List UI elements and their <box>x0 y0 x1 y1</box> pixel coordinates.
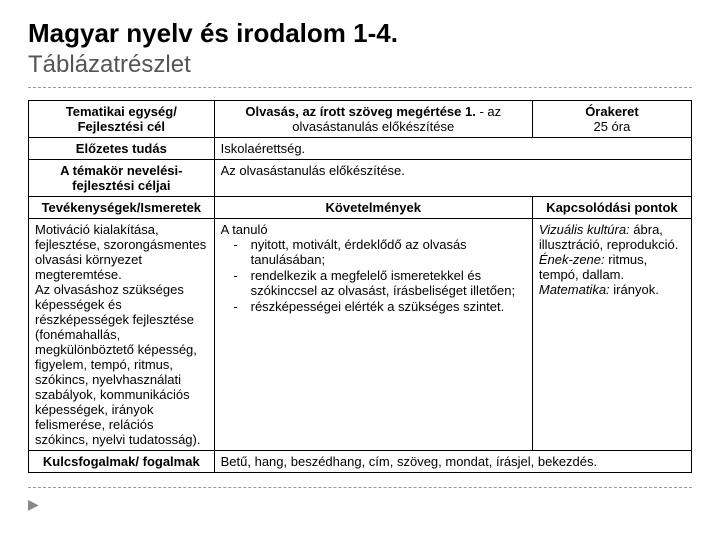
table-row: Tematikai egység/ Fejlesztési cél Olvasá… <box>29 101 692 138</box>
table-row: Előzetes tudás Iskolaérettség. <box>29 138 692 160</box>
page-title: Magyar nyelv és irodalom 1-4. <box>28 18 692 49</box>
goals-label: A témakör nevelési-fejlesztési céljai <box>29 160 215 197</box>
prior-knowledge-label: Előzetes tudás <box>29 138 215 160</box>
bottom-divider <box>28 487 692 488</box>
activities-cell: Motiváció kialakítása, fejlesztése, szor… <box>29 219 215 451</box>
top-divider <box>28 87 692 88</box>
keywords-label: Kulcsfogalmak/ fogalmak <box>29 451 215 473</box>
table-row: Motiváció kialakítása, fejlesztése, szor… <box>29 219 692 451</box>
table-row: A témakör nevelési-fejlesztési céljai Az… <box>29 160 692 197</box>
thematic-unit-value: Olvasás, az írott szöveg megértése 1. - … <box>214 101 532 138</box>
table-row: Tevékenységek/Ismeretek Követelmények Ka… <box>29 197 692 219</box>
arrow-icon: ▶ <box>28 496 692 513</box>
requirements-cell: A tanuló-nyitott, motivált, érdeklődő az… <box>214 219 532 451</box>
activities-header: Tevékenységek/Ismeretek <box>29 197 215 219</box>
prior-knowledge-value: Iskolaérettség. <box>214 138 691 160</box>
table-row: Kulcsfogalmak/ fogalmak Betű, hang, besz… <box>29 451 692 473</box>
links-header: Kapcsolódási pontok <box>532 197 691 219</box>
page-subtitle: Táblázatrészlet <box>28 51 692 79</box>
goals-value: Az olvasástanulás előkészítése. <box>214 160 691 197</box>
keywords-value: Betű, hang, beszédhang, cím, szöveg, mon… <box>214 451 691 473</box>
requirements-header: Követelmények <box>214 197 532 219</box>
content-table: Tematikai egység/ Fejlesztési cél Olvasá… <box>28 100 692 473</box>
links-cell: Vizuális kultúra: ábra, illusztráció, re… <box>532 219 691 451</box>
timeframe-cell: Órakeret 25 óra <box>532 101 691 138</box>
thematic-unit-label: Tematikai egység/ Fejlesztési cél <box>29 101 215 138</box>
